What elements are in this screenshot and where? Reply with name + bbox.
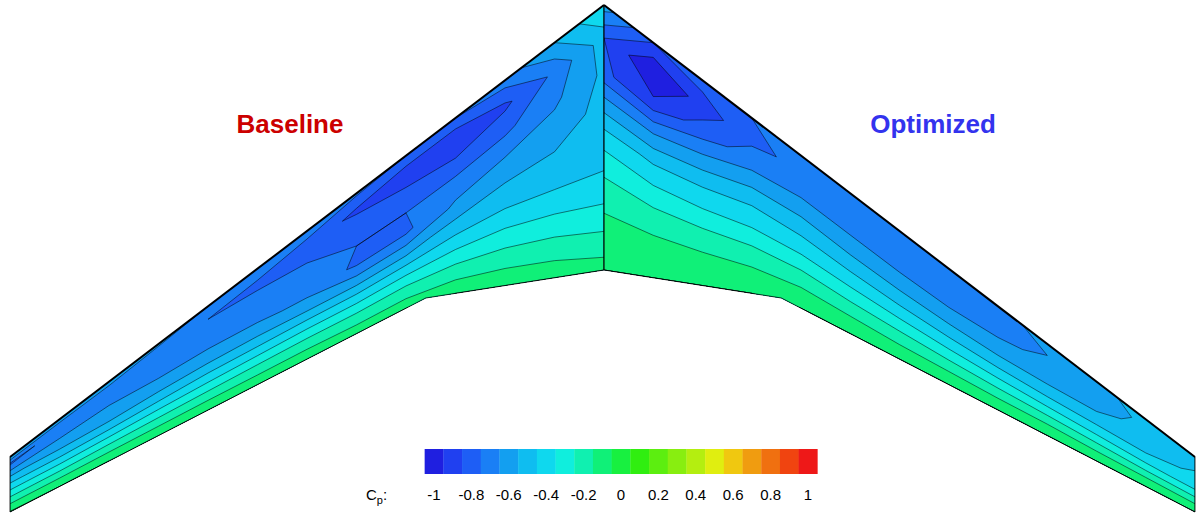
colorbar-tick-label: 0	[617, 486, 625, 503]
contour-band	[10, 5, 604, 512]
contour-band	[604, 177, 1195, 512]
colorbar-swatch	[574, 449, 593, 474]
contour-band	[604, 150, 1195, 512]
colorbar-swatch	[780, 449, 799, 474]
contour-band	[604, 5, 1195, 512]
colorbar-tick-label: 0.8	[760, 486, 781, 503]
colorbar-swatch	[612, 449, 631, 474]
colorbar-tick-label: -0.6	[496, 486, 522, 503]
figure: Baseline Optimized -1 -0.8 -0.6 -0.4 -0.2 0 0.2 0…	[0, 0, 1197, 516]
panel-label: Baseline	[237, 109, 344, 139]
contour-band	[604, 113, 1195, 512]
contour-band	[10, 5, 604, 512]
contour-band	[604, 5, 1195, 512]
contour-band	[10, 5, 604, 512]
colorbar-swatch	[686, 449, 705, 474]
contour-band	[10, 5, 604, 512]
colorbar-swatch	[537, 449, 556, 474]
colorbar-swatch	[724, 449, 743, 474]
colorbar-tick-label: 0.6	[723, 486, 744, 503]
wing-ground	[10, 5, 604, 512]
contour-band	[604, 213, 1195, 512]
wing-outline	[10, 5, 604, 512]
contour-field	[10, 5, 604, 512]
wing-outline	[604, 5, 1195, 512]
colorbar-swatch	[499, 449, 518, 474]
colorbar-swatch	[443, 449, 462, 474]
contour-band	[604, 270, 1195, 512]
leading-edge	[10, 5, 604, 457]
colorbar-swatch	[668, 449, 687, 474]
colorbar-tick-label: 0.2	[648, 486, 669, 503]
colorbar: -1 -0.8 -0.6 -0.4 -0.2 0 0.2 0.4 0.6 0.8 1 Cp:	[366, 449, 818, 506]
colorbar-swatch	[743, 449, 762, 474]
leading-edge	[604, 5, 1195, 457]
colorbar-tick-label: -1	[427, 486, 440, 503]
contour-band	[10, 5, 604, 512]
contour-band	[604, 5, 1195, 512]
contour-field	[604, 5, 1195, 512]
contour-band	[10, 231, 604, 512]
colorbar-tick-label: 1	[804, 486, 812, 503]
colorbar-swatch	[425, 449, 444, 474]
colorbar-tick-label: -0.8	[458, 486, 484, 503]
contour-band	[10, 5, 604, 512]
contour-band	[10, 5, 604, 512]
colorbar-swatch	[761, 449, 780, 474]
contour-band	[604, 5, 1195, 512]
colorbar-tick-label: 0.4	[685, 486, 706, 503]
colorbar-title: Cp:	[366, 486, 387, 506]
colorbar-tick-label: -0.2	[571, 486, 597, 503]
colorbar-swatch	[481, 449, 500, 474]
colorbar-swatch	[705, 449, 724, 474]
wing-ground	[604, 5, 1195, 512]
colorbar-swatch	[593, 449, 612, 474]
panel-label: Optimized	[870, 109, 996, 139]
colorbar-swatch	[518, 449, 537, 474]
contour-band	[10, 257, 604, 512]
colorbar-swatch	[462, 449, 481, 474]
colorbar-swatch	[630, 449, 649, 474]
colorbar-swatch	[799, 449, 818, 474]
contour-band	[10, 5, 604, 512]
colorbar-swatch	[556, 449, 575, 474]
colorbar-tick-label: -0.4	[533, 486, 559, 503]
colorbar-swatch	[649, 449, 668, 474]
contour-band	[604, 129, 1195, 512]
contour-band	[604, 5, 1195, 512]
